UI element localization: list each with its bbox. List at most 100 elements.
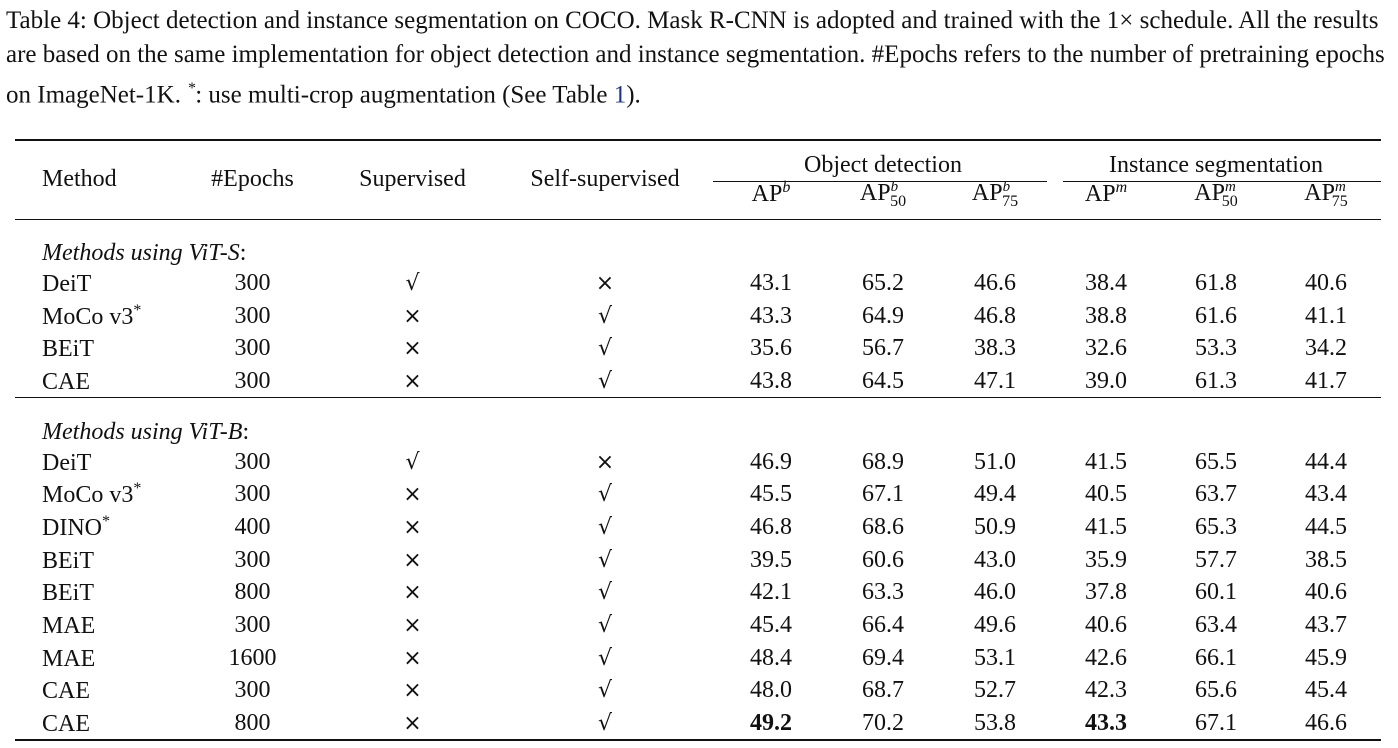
table-row: DeiT 300 √ × 46.9 68.9 51.0 41.5 65.5 44.4 bbox=[15, 446, 1381, 479]
method-cell: DeiT bbox=[42, 449, 92, 476]
method-cell: DINO* bbox=[42, 512, 110, 541]
ap-b75-cell: 46.0 bbox=[974, 579, 1016, 606]
epochs-cell: 300 bbox=[234, 481, 271, 508]
group-label-row: Methods using ViT-B: bbox=[15, 398, 1381, 446]
method-cell: CAE bbox=[42, 368, 90, 395]
ap-b-cell: 48.4 bbox=[750, 644, 792, 671]
ap-m-cell: 40.6 bbox=[1085, 612, 1128, 639]
ap-b50-cell: 63.3 bbox=[862, 579, 904, 606]
check-mark-icon: √ bbox=[597, 580, 613, 606]
ap-b-cell: 43.3 bbox=[750, 302, 792, 329]
table-row: BEiT 800 × √ 42.1 63.3 46.0 37.8 60.1 40.6 bbox=[15, 577, 1381, 610]
ap-b-cell: 39.5 bbox=[750, 546, 792, 573]
method-cell: CAE bbox=[42, 678, 90, 705]
cross-mark-icon: × bbox=[403, 678, 422, 704]
ap-m75-cell: 45.4 bbox=[1305, 677, 1348, 704]
cross-mark-icon: × bbox=[403, 711, 422, 737]
ap-m50-cell: 61.6 bbox=[1195, 302, 1238, 329]
cross-mark-icon: × bbox=[403, 580, 422, 606]
epochs-cell: 300 bbox=[234, 448, 271, 475]
group-object-detection: Object detection bbox=[804, 152, 962, 178]
check-mark-icon: √ bbox=[597, 368, 613, 394]
table-row: MAE 1600 × √ 48.4 69.4 53.1 42.6 66.1 45.9 bbox=[15, 642, 1381, 675]
table-reference-link[interactable]: 1 bbox=[613, 81, 627, 109]
ap-m75-cell: 40.6 bbox=[1305, 579, 1348, 606]
supervised-cell: × bbox=[330, 675, 495, 708]
check-mark-icon: √ bbox=[405, 449, 420, 475]
method-cell: DeiT bbox=[42, 270, 92, 297]
table-row: MoCo v3* 300 × √ 43.3 64.9 46.8 38.8 61.6 41.1 bbox=[15, 300, 1381, 333]
ap-m-cell: 42.3 bbox=[1085, 677, 1128, 704]
ap-m50-cell: 65.5 bbox=[1195, 448, 1238, 475]
ap-b-cell: 42.1 bbox=[750, 579, 792, 606]
epochs-cell: 300 bbox=[234, 612, 271, 639]
supervised-cell: × bbox=[330, 577, 495, 610]
ap-b50-cell: 68.7 bbox=[862, 677, 904, 704]
ap-b75-cell: 49.6 bbox=[974, 612, 1016, 639]
self-supervised-cell: √ bbox=[495, 332, 715, 365]
table-row: CAE 300 × √ 43.8 64.5 47.1 39.0 61.3 41.7 bbox=[15, 365, 1381, 398]
header-rule bbox=[15, 219, 1381, 220]
ap-b-cell: 43.1 bbox=[750, 269, 792, 296]
ap-m75-cell: 41.7 bbox=[1305, 367, 1348, 394]
table-row: MoCo v3* 300 × √ 45.5 67.1 49.4 40.5 63.7 43.4 bbox=[15, 478, 1381, 511]
supervised-cell: × bbox=[330, 511, 495, 544]
supervised-cell: √ bbox=[330, 446, 495, 479]
ap-b50-cell: 68.6 bbox=[862, 513, 904, 540]
ap-m-cell: 42.6 bbox=[1085, 644, 1128, 671]
self-supervised-cell: √ bbox=[495, 478, 715, 511]
ap-m75-cell: 44.4 bbox=[1305, 448, 1348, 475]
self-supervised-cell: × bbox=[495, 267, 715, 300]
check-mark-icon: √ bbox=[597, 303, 613, 329]
caption-text: ). bbox=[626, 81, 641, 109]
ap-b50-cell: 68.9 bbox=[862, 448, 904, 475]
ap-b-cell: 46.9 bbox=[750, 448, 792, 475]
ap-b50-cell: 70.2 bbox=[862, 710, 904, 737]
self-supervised-cell: √ bbox=[495, 544, 715, 577]
cross-mark-icon: × bbox=[595, 270, 615, 296]
ap-m50-cell: 61.8 bbox=[1195, 269, 1238, 296]
check-mark-icon: √ bbox=[597, 514, 613, 540]
ap-b75-cell: 51.0 bbox=[974, 448, 1016, 475]
object-detection-underline bbox=[713, 181, 1047, 182]
ap-m50-cell: 57.7 bbox=[1195, 546, 1238, 573]
group-instance-segmentation: Instance segmentation bbox=[1109, 152, 1323, 178]
ap-m75-cell: 34.2 bbox=[1305, 335, 1348, 362]
ap-b75-cell: 50.9 bbox=[974, 513, 1016, 540]
check-mark-icon: √ bbox=[597, 645, 613, 671]
ap-b50-cell: 66.4 bbox=[862, 612, 904, 639]
col-ap-m50: APm50 bbox=[1194, 179, 1238, 210]
self-supervised-cell: √ bbox=[495, 642, 715, 675]
ap-b75-cell: 53.1 bbox=[974, 644, 1016, 671]
table-row: MAE 300 × √ 45.4 66.4 49.6 40.6 63.4 43.7 bbox=[15, 609, 1381, 642]
ap-m50-cell: 63.4 bbox=[1195, 612, 1238, 639]
ap-b75-cell: 47.1 bbox=[974, 367, 1016, 394]
ap-m-cell: 32.6 bbox=[1085, 335, 1128, 362]
method-cell: MoCo v3* bbox=[42, 301, 142, 330]
col-method: Method bbox=[42, 165, 117, 192]
col-ap-m: APm bbox=[1084, 179, 1128, 207]
self-supervised-cell: √ bbox=[495, 577, 715, 610]
supervised-cell: × bbox=[330, 332, 495, 365]
cross-mark-icon: × bbox=[403, 303, 422, 329]
ap-b-cell: 45.5 bbox=[750, 481, 792, 508]
caption-text: : use multi-crop augmentation (See Table bbox=[195, 81, 614, 109]
ap-b-cell: 46.8 bbox=[750, 513, 792, 540]
table-row: DINO* 400 × √ 46.8 68.6 50.9 41.5 65.3 44.5 bbox=[15, 511, 1381, 544]
ap-b75-cell: 46.8 bbox=[974, 302, 1016, 329]
cross-mark-icon: × bbox=[403, 368, 422, 394]
method-cell: BEiT bbox=[42, 580, 94, 607]
method-cell: BEiT bbox=[42, 547, 94, 574]
ap-b50-cell: 67.1 bbox=[862, 481, 904, 508]
bottom-rule bbox=[15, 739, 1381, 741]
table-row: BEiT 300 × √ 39.5 60.6 43.0 35.9 57.7 38.5 bbox=[15, 544, 1381, 577]
ap-b50-cell: 65.2 bbox=[862, 269, 904, 296]
ap-m50-cell: 66.1 bbox=[1195, 644, 1238, 671]
ap-m-cell: 38.8 bbox=[1085, 302, 1128, 329]
ap-m75-cell: 38.5 bbox=[1305, 546, 1348, 573]
cross-mark-icon: × bbox=[403, 645, 422, 671]
caption-text: Table 4: Object detection and instance s… bbox=[6, 7, 1385, 109]
cross-mark-icon: × bbox=[403, 514, 422, 540]
ap-m75-cell: 45.9 bbox=[1305, 644, 1348, 671]
epochs-cell: 300 bbox=[234, 269, 271, 296]
